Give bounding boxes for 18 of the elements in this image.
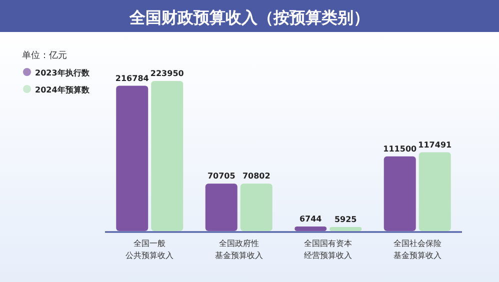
category-label: 全国一般公共预算收入 (126, 239, 174, 260)
data-label: 70802 (242, 172, 270, 181)
data-label: 111500 (383, 144, 417, 154)
category-label: 全国国有资本经营预算收入 (304, 239, 352, 260)
legend-label: 2023年执行数 (35, 68, 90, 78)
legend-label: 2024年预算数 (35, 86, 90, 94)
legend-item: 2023年执行数 (23, 68, 90, 78)
title: 全国财政预算收入（按预算类别） (130, 8, 370, 27)
annotation: 单位：亿元 (22, 51, 67, 61)
category-label: 全国社会保险基金预算收入 (393, 239, 442, 260)
legend-item: 2024年预算数 (23, 85, 90, 94)
data-label: 6744 (300, 214, 322, 224)
category-label: 全国政府性基金预算收入 (214, 239, 263, 260)
data-label: 5925 (334, 215, 357, 224)
data-label: 70705 (207, 172, 236, 181)
data-label: 117491 (418, 140, 452, 150)
data-label: 216784 (115, 74, 149, 83)
data-label: 223950 (150, 69, 184, 78)
